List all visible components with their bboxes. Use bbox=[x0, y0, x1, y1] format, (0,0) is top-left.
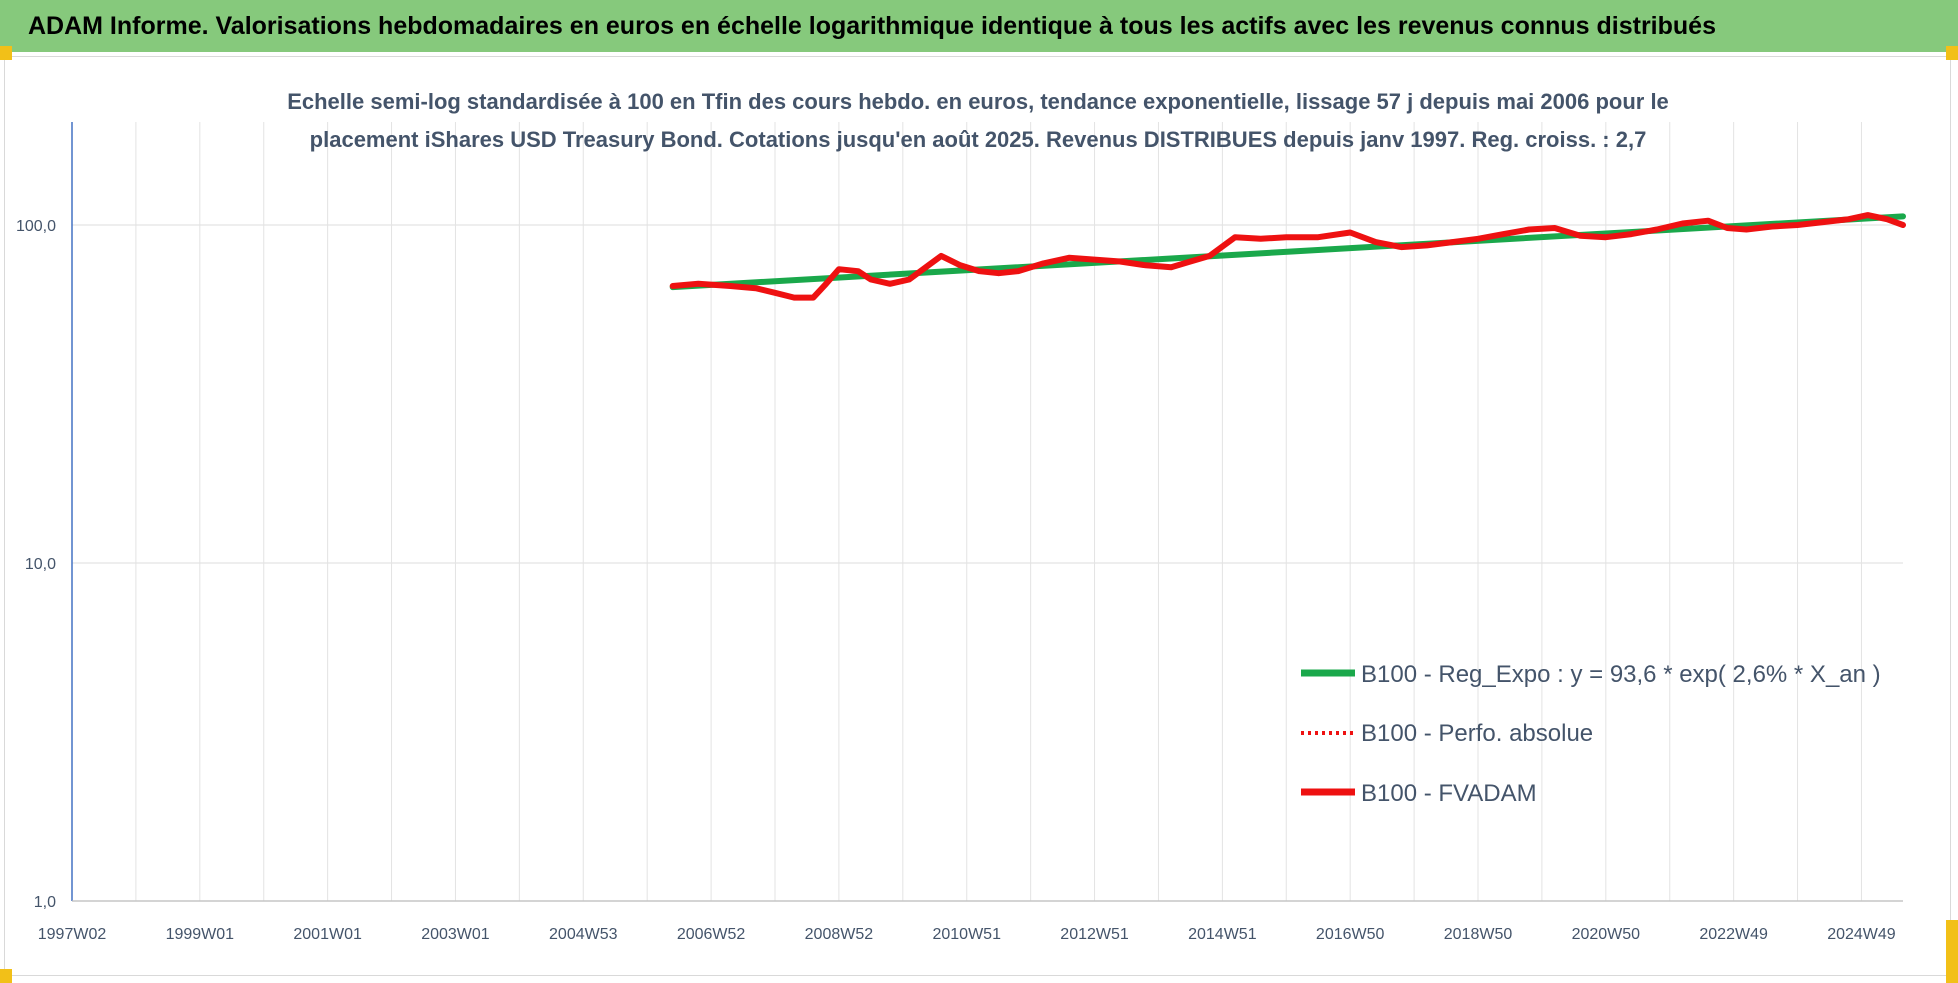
series-line-fvadam bbox=[669, 212, 1906, 301]
series-layer bbox=[669, 212, 1906, 301]
corner-mark-bottom-right bbox=[1946, 920, 1958, 983]
y-tick-label: 100,0 bbox=[16, 218, 56, 235]
y-axis-ticks: 100,0 10,0 1,0 bbox=[16, 218, 56, 911]
x-tick-label: 2003W01 bbox=[421, 926, 490, 943]
corner-mark-top-left bbox=[0, 46, 12, 60]
series-line-trend bbox=[669, 213, 1906, 291]
chart-title: Echelle semi-log standardisée à 100 en T… bbox=[287, 89, 1669, 152]
corner-mark-top-right bbox=[1946, 46, 1958, 60]
x-tick-label: 2022W49 bbox=[1699, 926, 1768, 943]
x-tick-label: 2018W50 bbox=[1444, 926, 1513, 943]
report-banner: ADAM Informe. Valorisations hebdomadaire… bbox=[0, 0, 1958, 52]
banner-title: ADAM Informe. Valorisations hebdomadaire… bbox=[28, 11, 1716, 40]
legend-label-trend: B100 - Reg_Expo : y = 93,6 * exp( 2,6% *… bbox=[1361, 661, 1881, 688]
x-tick-label: 2024W49 bbox=[1827, 926, 1896, 943]
corner-mark-bottom-left bbox=[0, 969, 12, 983]
x-tick-label: 2004W53 bbox=[549, 926, 618, 943]
x-tick-label: 2001W01 bbox=[293, 926, 362, 943]
chart-frame bbox=[4, 56, 1951, 976]
x-tick-label: 2008W52 bbox=[805, 926, 874, 943]
y-tick-label: 1,0 bbox=[34, 894, 56, 911]
legend-item-fvadam: B100 - FVADAM bbox=[1301, 780, 1537, 807]
legend-item-trend: B100 - Reg_Expo : y = 93,6 * exp( 2,6% *… bbox=[1301, 661, 1881, 688]
x-tick-label: 2012W51 bbox=[1060, 926, 1129, 943]
chart-title-line-2: placement iShares USD Treasury Bond. Cot… bbox=[310, 127, 1647, 152]
x-tick-label: 2016W50 bbox=[1316, 926, 1385, 943]
x-tick-label: 2020W50 bbox=[1572, 926, 1641, 943]
x-tick-label: 1997W02 bbox=[38, 926, 107, 943]
x-tick-label: 1999W01 bbox=[166, 926, 235, 943]
legend-label-fvadam: B100 - FVADAM bbox=[1361, 780, 1537, 807]
y-tick-label: 10,0 bbox=[25, 556, 56, 573]
x-tick-label: 2006W52 bbox=[677, 926, 746, 943]
x-axis-ticks: 1997W02 1999W01 2001W01 2003W01 2004W53 2006W… bbox=[38, 900, 1903, 943]
legend: B100 - Reg_Expo : y = 93,6 * exp( 2,6% *… bbox=[1301, 661, 1881, 807]
legend-item-perfo: B100 - Perfo. absolue bbox=[1301, 720, 1593, 747]
x-tick-label: 2014W51 bbox=[1188, 926, 1257, 943]
grid-layer bbox=[72, 122, 1903, 902]
legend-label-perfo: B100 - Perfo. absolue bbox=[1361, 720, 1593, 747]
x-tick-label: 2010W51 bbox=[932, 926, 1001, 943]
chart-title-line-1: Echelle semi-log standardisée à 100 en T… bbox=[287, 89, 1669, 114]
